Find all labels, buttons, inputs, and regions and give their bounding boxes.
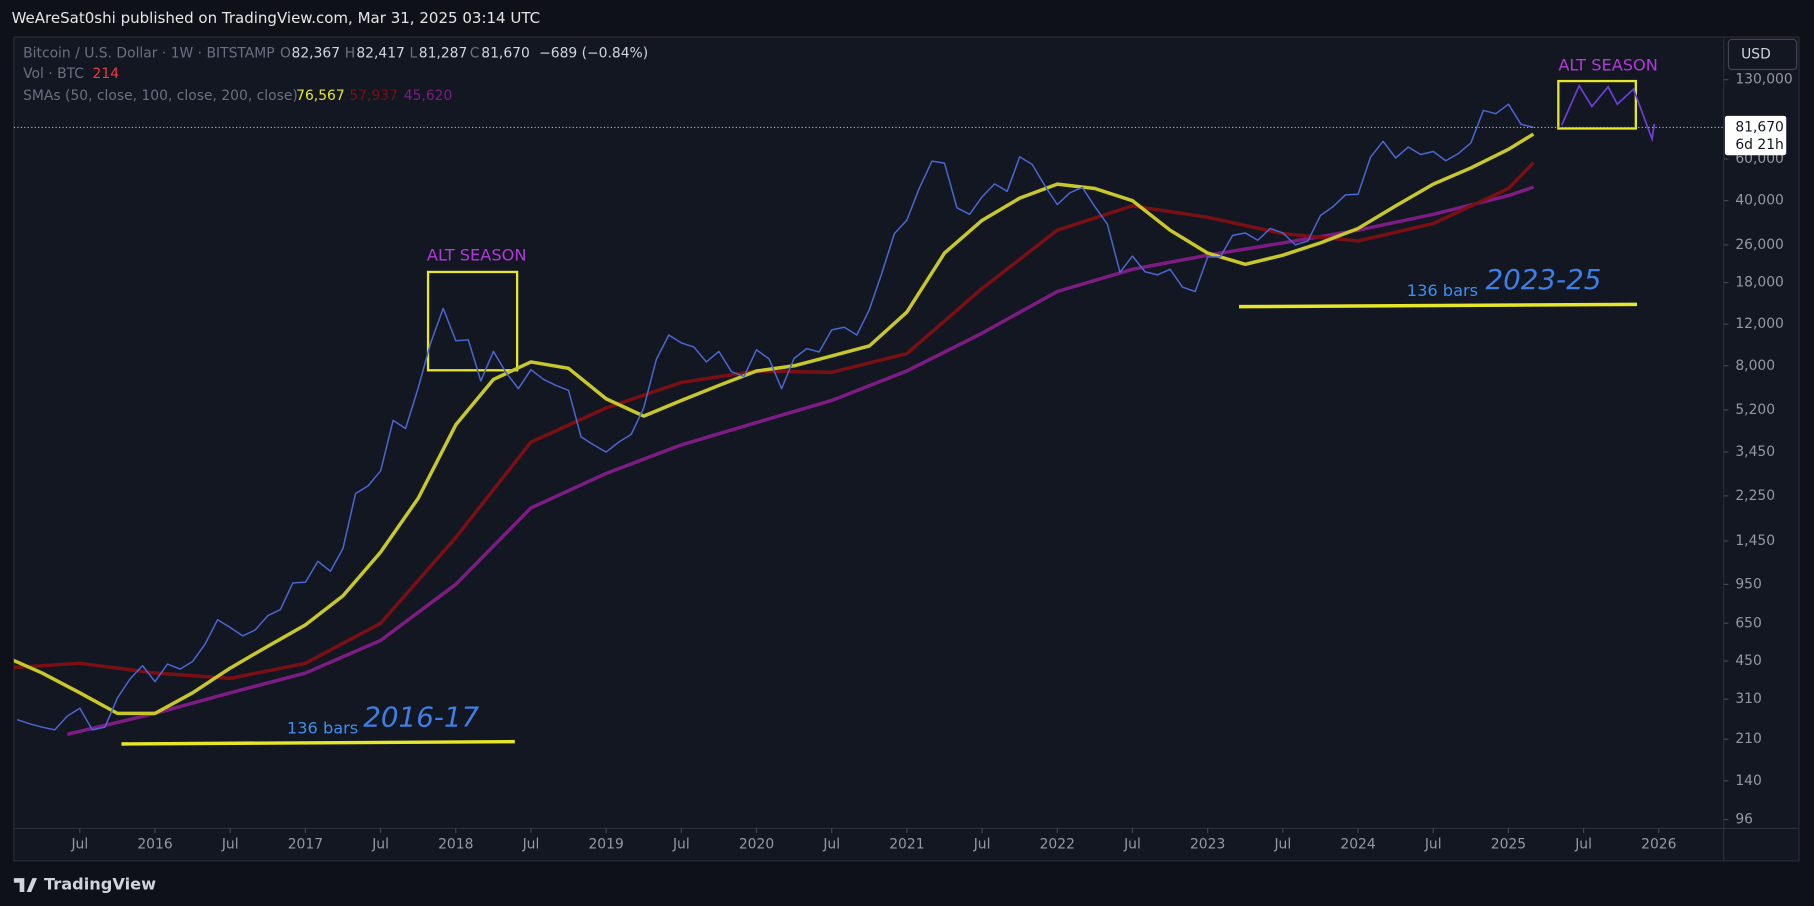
plot [13, 103, 1535, 737]
x-tick-label: Jul [672, 837, 690, 853]
x-tick-label: Jul [371, 837, 389, 853]
range-line [121, 739, 515, 746]
change: −689 (−0.84%) [539, 45, 648, 61]
open: 82,367 [292, 45, 341, 61]
drawings [121, 79, 1656, 746]
chart-area [13, 36, 1800, 862]
annotation: ALT SEASON [427, 245, 527, 264]
y-tick-label: 1,450 [1735, 533, 1775, 549]
sma50: 76,567 [296, 88, 345, 104]
annotation: 2023-25 [1485, 263, 1601, 296]
x-tick-label: Jul [1424, 837, 1442, 853]
high: 82,417 [356, 45, 405, 61]
sma100: 57,937 [349, 88, 398, 104]
sma200: 45,620 [404, 88, 453, 104]
sma-label: SMAs (50, close, 100, close, 200, close) [23, 88, 298, 104]
annotation: ALT SEASON [1558, 56, 1658, 75]
y-tick-label: 310 [1735, 691, 1761, 707]
low: 81,287 [419, 45, 468, 61]
x-tick-label: 2021 [889, 837, 924, 853]
currency-label[interactable]: USD [1741, 46, 1771, 62]
currency-button[interactable] [1727, 38, 1798, 71]
price-tag-value: 81,670 [1735, 119, 1784, 135]
symbol: Bitcoin / U.S. Dollar · 1W · BITSTAMP [23, 45, 275, 61]
y-tick-label: 12,000 [1735, 316, 1784, 332]
legend: Bitcoin / U.S. Dollar · 1W · BITSTAMP O … [23, 45, 648, 104]
x-tick-label: 2026 [1641, 837, 1676, 853]
sma-line [13, 161, 1535, 681]
y-tick-label: 210 [1735, 731, 1761, 747]
x-tick-label: Jul [1273, 837, 1291, 853]
vol-label: Vol · BTC [23, 66, 84, 82]
y-tick-label: 5,200 [1735, 402, 1775, 418]
x-tick-label: 2020 [739, 837, 774, 853]
price-line [16, 103, 1534, 731]
y-tick-label: 26,000 [1735, 237, 1784, 253]
annotation: 136 bars [287, 718, 358, 737]
x-tick-label: 2025 [1491, 837, 1526, 853]
publisher: WeAreSat0shi published on TradingView.co… [12, 9, 541, 27]
sma-line [13, 132, 1535, 716]
x-tick-label: Jul [70, 837, 88, 853]
y-tick-label: 650 [1735, 615, 1761, 631]
c-label: C [470, 45, 480, 61]
y-tick-label: 3,450 [1735, 444, 1775, 460]
y-tick-label: 18,000 [1735, 275, 1784, 291]
x-tick-label: 2019 [588, 837, 623, 853]
x-tick-label: Jul [973, 837, 991, 853]
y-tick-label: 96 [1735, 811, 1753, 827]
vol: 214 [93, 66, 120, 82]
y-tick-label: 8,000 [1735, 358, 1775, 374]
x-tick-label: 2022 [1040, 837, 1075, 853]
o-label: O [280, 45, 291, 61]
close: 81,670 [481, 45, 530, 61]
y-tick-label: 130,000 [1735, 72, 1792, 88]
x-tick-label: Jul [522, 837, 540, 853]
annotation: 2016-17 [363, 701, 479, 734]
x-tick-label: Jul [1574, 837, 1592, 853]
sma-line [66, 185, 1535, 737]
y-tick-label: 140 [1735, 773, 1761, 789]
price-tag-countdown: 6d 21h [1735, 137, 1784, 153]
x-tick-label: 2017 [288, 837, 323, 853]
h-label: H [345, 45, 355, 61]
logo: TradingView [44, 875, 156, 894]
x-tick-label: Jul [822, 837, 840, 853]
box [426, 270, 519, 372]
box [1557, 79, 1637, 130]
range-line [1239, 302, 1638, 309]
l-label: L [410, 45, 418, 61]
y-tick-label: 450 [1735, 653, 1761, 669]
logo-icon [13, 878, 38, 893]
y-tick-label: 950 [1735, 576, 1761, 592]
x-tick-label: Jul [1123, 837, 1141, 853]
x-tick-label: Jul [221, 837, 239, 853]
y-tick-label: 2,250 [1735, 488, 1775, 504]
y-tick-label: 40,000 [1735, 193, 1784, 209]
x-tick-label: 2024 [1340, 837, 1375, 853]
x-tick-label: 2023 [1190, 837, 1225, 853]
axes: 96 140 210 310 450 650 950 1,450 2,250 3,450 5,200… [70, 72, 1792, 853]
annotation: 136 bars [1407, 281, 1478, 300]
x-tick-label: 2016 [137, 837, 172, 853]
projection-arrow [1561, 83, 1656, 143]
x-tick-label: 2018 [438, 837, 473, 853]
price-tag [1724, 115, 1787, 156]
